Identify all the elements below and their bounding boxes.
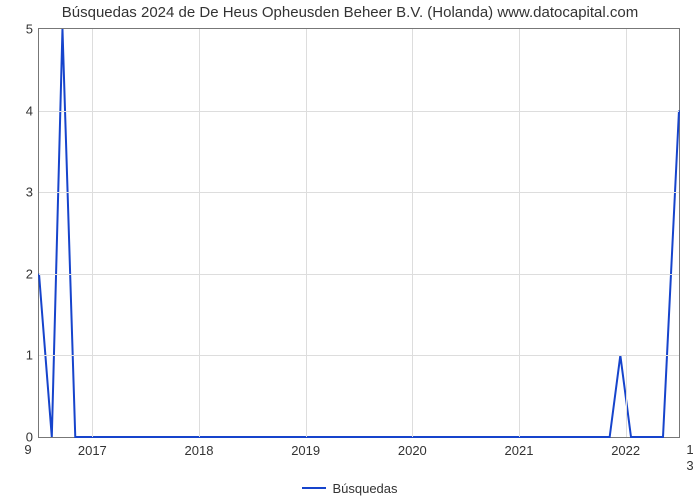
gridline-h (39, 192, 679, 193)
x-tick-label: 2018 (185, 437, 214, 458)
bottom-left-upper-label: 9 (24, 442, 31, 457)
y-tick-label: 4 (26, 103, 39, 118)
gridline-v (519, 29, 520, 437)
gridline-v (626, 29, 627, 437)
bottom-right-lower-label: 3 (686, 458, 693, 473)
gridline-v (199, 29, 200, 437)
legend-swatch (302, 487, 326, 489)
chart-title: Búsquedas 2024 de De Heus Opheusden Behe… (0, 4, 700, 21)
legend-item: Búsquedas (302, 481, 397, 496)
gridline-h (39, 111, 679, 112)
y-tick-label: 1 (26, 348, 39, 363)
y-tick-label: 5 (26, 22, 39, 37)
y-tick-label: 3 (26, 185, 39, 200)
legend-label: Búsquedas (332, 481, 397, 496)
x-tick-label: 2017 (78, 437, 107, 458)
line-chart: Búsquedas 2024 de De Heus Opheusden Behe… (0, 0, 700, 500)
plot-area: 012345201720182019202020212022 (38, 28, 680, 438)
x-tick-label: 2021 (505, 437, 534, 458)
gridline-h (39, 274, 679, 275)
gridline-h (39, 355, 679, 356)
gridline-v (306, 29, 307, 437)
x-tick-label: 2019 (291, 437, 320, 458)
gridline-v (92, 29, 93, 437)
bottom-right-upper-label: 1 (686, 442, 693, 457)
data-line (39, 29, 679, 437)
legend: Búsquedas (0, 476, 700, 496)
y-tick-label: 2 (26, 266, 39, 281)
x-tick-label: 2022 (611, 437, 640, 458)
x-tick-label: 2020 (398, 437, 427, 458)
gridline-v (412, 29, 413, 437)
